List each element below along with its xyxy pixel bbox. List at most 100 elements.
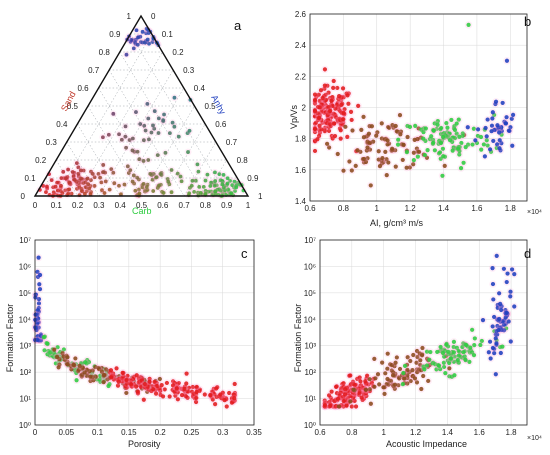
- ternary-tick-left: 0.8: [99, 48, 111, 57]
- panel-c-porosity: 0 0.05 0.1 0.15 0.2 0.25 0.3 0.35 10⁰ 10¹ 10² 10³ 10…: [5, 236, 262, 449]
- ternary-tick-right: 1: [258, 192, 263, 201]
- data-point: [232, 179, 237, 184]
- data-point: [98, 373, 103, 378]
- data-point: [425, 148, 430, 153]
- data-point: [484, 138, 489, 143]
- data-point: [357, 391, 362, 396]
- data-point: [481, 142, 486, 147]
- data-point: [482, 154, 487, 159]
- data-point: [205, 172, 210, 177]
- ternary-tick-left: 0.7: [88, 66, 100, 75]
- data-point: [317, 123, 322, 128]
- x-tick-label: 1.2: [405, 204, 417, 213]
- data-point: [426, 378, 431, 384]
- ternary-tick-left: 0.9: [109, 30, 121, 39]
- x-tick-label: 0.2: [155, 428, 167, 437]
- data-point: [135, 149, 140, 154]
- data-point: [55, 180, 60, 185]
- data-point: [175, 397, 180, 402]
- data-point: [452, 354, 457, 359]
- panel-b-xlabel: AI, g/cm³ m/s: [370, 218, 424, 228]
- data-point: [365, 373, 370, 378]
- data-point: [478, 134, 484, 140]
- data-point: [422, 152, 427, 158]
- x-tick-label: 0.25: [184, 428, 200, 437]
- data-point: [87, 186, 92, 191]
- data-point: [142, 381, 147, 387]
- data-point: [55, 345, 60, 350]
- data-point: [431, 128, 436, 133]
- data-point: [167, 394, 172, 399]
- data-point: [117, 132, 121, 137]
- y-tick-label: 10⁷: [19, 236, 31, 245]
- data-point: [414, 348, 420, 354]
- data-point: [149, 130, 154, 135]
- data-point: [437, 150, 443, 155]
- ternary-tick-bottom: 0.6: [157, 201, 169, 210]
- data-point: [101, 380, 106, 385]
- data-point: [483, 125, 488, 131]
- data-point: [36, 255, 41, 260]
- data-point: [396, 137, 401, 142]
- data-point: [319, 109, 324, 114]
- data-point: [145, 187, 150, 192]
- data-point: [111, 111, 116, 116]
- ternary-ticks: 0 0.1 0.2 0.3 0.4 0.5 0.6 0.7 0.8 0.9 110.90.80.70…: [21, 12, 263, 210]
- data-point: [172, 95, 177, 100]
- data-point: [179, 179, 184, 184]
- data-point: [134, 110, 138, 114]
- data-point: [85, 176, 90, 181]
- data-point: [203, 178, 208, 183]
- ternary-tick-left: 0.6: [77, 84, 89, 93]
- data-point: [385, 366, 390, 371]
- data-point: [411, 162, 416, 167]
- data-point: [415, 354, 420, 360]
- data-point: [386, 160, 391, 165]
- data-point: [312, 108, 318, 114]
- data-point: [326, 90, 331, 95]
- data-point: [372, 356, 377, 362]
- data-point: [218, 392, 223, 397]
- data-point: [451, 339, 457, 344]
- data-point: [423, 126, 428, 131]
- data-point: [42, 348, 47, 353]
- data-point: [450, 148, 455, 153]
- y-tick-label: 1.4: [295, 197, 307, 206]
- data-point: [100, 188, 104, 193]
- data-point: [155, 383, 160, 389]
- data-point: [230, 183, 235, 188]
- data-point: [131, 173, 136, 178]
- data-point: [361, 156, 367, 162]
- data-point: [320, 95, 325, 101]
- data-point: [490, 110, 495, 115]
- data-point: [150, 177, 155, 182]
- data-point: [67, 187, 72, 192]
- data-point: [164, 380, 170, 386]
- data-point: [109, 375, 114, 380]
- data-point: [504, 279, 509, 285]
- data-point: [458, 166, 464, 171]
- data-point: [179, 392, 185, 398]
- data-point: [348, 373, 353, 378]
- data-point: [92, 175, 97, 180]
- data-point: [365, 156, 370, 161]
- data-point: [428, 349, 433, 355]
- data-point: [227, 390, 232, 396]
- y-tick-label: 10³: [19, 342, 31, 351]
- data-point: [414, 146, 420, 151]
- data-point: [440, 134, 446, 140]
- data-point: [484, 134, 489, 139]
- data-point: [324, 97, 329, 102]
- data-point: [125, 373, 130, 378]
- ternary-tick-right: 0: [151, 12, 156, 21]
- data-point: [225, 181, 230, 186]
- data-point: [170, 383, 176, 388]
- ternary-tick-right: 0.1: [162, 30, 174, 39]
- data-point: [53, 184, 58, 189]
- data-point: [504, 115, 509, 120]
- data-point: [210, 397, 215, 402]
- ternary-tick-right: 0.7: [226, 138, 238, 147]
- ternary-tick-bottom: 0: [33, 201, 38, 210]
- data-point: [153, 391, 159, 396]
- data-point: [67, 180, 72, 185]
